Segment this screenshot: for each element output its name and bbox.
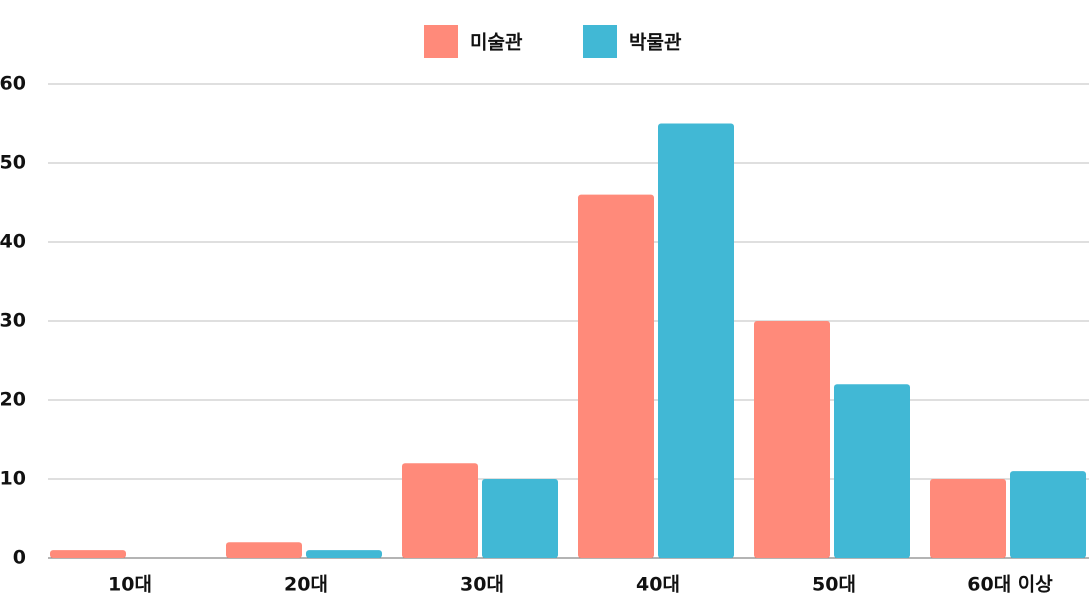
bar	[834, 384, 910, 558]
bar	[50, 550, 126, 558]
bar	[1010, 471, 1086, 558]
y-tick-label: 30	[0, 310, 26, 332]
x-tick-label: 30대	[460, 574, 504, 596]
bar	[306, 550, 382, 558]
bar	[578, 194, 654, 558]
x-tick-label: 40대	[636, 574, 680, 596]
legend-label: 미술관	[470, 32, 523, 54]
x-tick-label: 20대	[284, 574, 328, 596]
y-tick-label: 60	[0, 73, 26, 95]
legend-label: 박물관	[629, 32, 682, 54]
y-tick-label: 0	[13, 547, 26, 569]
legend-swatch	[424, 25, 458, 58]
bar	[226, 542, 302, 558]
y-tick-label: 20	[0, 389, 26, 411]
bar	[930, 479, 1006, 558]
x-tick-label: 50대	[812, 574, 856, 596]
bar	[482, 479, 558, 558]
y-tick-label: 10	[0, 468, 26, 490]
bar	[402, 463, 478, 558]
x-tick-label: 60대 이상	[967, 574, 1053, 596]
bar	[754, 321, 830, 558]
y-tick-label: 50	[0, 152, 26, 174]
legend-swatch	[583, 25, 617, 58]
x-tick-label: 10대	[108, 574, 152, 596]
bar	[658, 123, 734, 558]
y-tick-label: 40	[0, 231, 26, 253]
